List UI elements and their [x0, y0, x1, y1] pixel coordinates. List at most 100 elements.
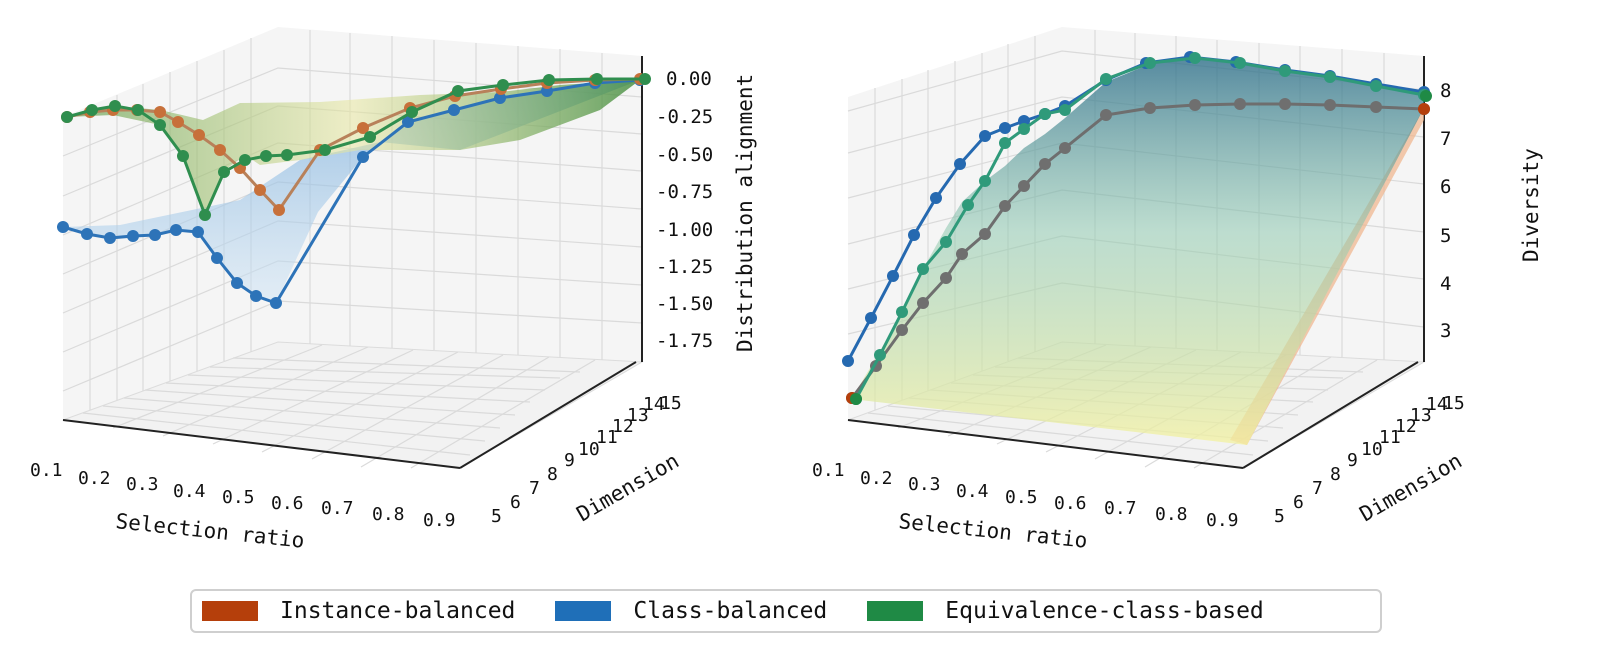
data-point-equiv	[406, 106, 418, 118]
left-z-tick: -1.25	[656, 256, 713, 278]
legend-item-class: Class-balanced	[555, 598, 827, 624]
data-point-equiv	[874, 349, 886, 361]
data-point-class	[104, 232, 116, 244]
legend-label: Instance-balanced	[280, 598, 516, 624]
left-z-tick: -0.75	[656, 181, 713, 203]
right-y-tick: 12	[1395, 416, 1417, 437]
data-point-instance	[940, 272, 952, 284]
left-x-tick: 0.9	[423, 510, 456, 531]
left-y-tick: 10	[578, 439, 600, 460]
legend-swatch-instance	[202, 601, 258, 621]
data-point-class	[494, 92, 506, 104]
data-point-class	[357, 151, 369, 163]
data-point-equiv	[154, 119, 166, 131]
data-point-equiv	[543, 74, 555, 86]
data-point-equiv	[452, 85, 464, 97]
data-point-instance	[273, 204, 285, 216]
left-y-tick: 15	[660, 393, 682, 414]
data-point-equiv	[61, 111, 73, 123]
legend-label: Class-balanced	[633, 598, 828, 624]
left-x-tick: 0.6	[271, 493, 304, 514]
left-y-tick: 8	[547, 464, 558, 485]
legend-label: Equivalence-class-based	[945, 598, 1264, 624]
data-point-class	[149, 229, 161, 241]
data-point-class	[448, 104, 460, 116]
left-x-ticks: 0.1 0.2 0.3 0.4 0.5 0.6 0.7 0.8 0.9	[30, 460, 456, 531]
left-z-tick: -1.50	[656, 293, 713, 315]
data-point-equiv	[109, 100, 121, 112]
data-point-instance	[214, 144, 226, 156]
right-z-tick: 5	[1440, 225, 1451, 247]
right-y-ticks: 5 6 7 8 9 10 11 12 13 14 15	[1274, 393, 1465, 527]
legend-swatch-class	[555, 601, 612, 621]
right-y-tick: 13	[1410, 405, 1432, 426]
left-z-tick: -1.75	[656, 330, 713, 352]
left-y-tick: 13	[627, 405, 649, 426]
data-point-equiv	[1324, 71, 1336, 83]
left-x-axis-label: Selection ratio	[114, 509, 305, 553]
left-x-tick: 0.1	[30, 460, 63, 481]
left-x-tick: 0.4	[173, 481, 206, 502]
left-x-tick: 0.7	[321, 498, 354, 519]
data-point-class	[402, 116, 414, 128]
data-point-equiv	[1018, 123, 1030, 135]
data-point-equiv	[132, 104, 144, 116]
left-axes-lines	[62, 56, 643, 469]
legend-swatch-equiv	[867, 601, 924, 621]
left-y-tick: 12	[612, 416, 634, 437]
data-point-instance	[999, 200, 1011, 212]
left-z-tick: -0.50	[656, 144, 713, 166]
right-x-tick: 0.1	[812, 460, 845, 481]
left-x-tick: 0.8	[372, 504, 405, 525]
data-point-endpoint	[850, 393, 862, 405]
data-point-class	[954, 158, 966, 170]
data-point-endpoint	[1420, 90, 1432, 102]
data-point-equiv	[364, 131, 376, 143]
data-point-equiv	[497, 79, 509, 91]
left-y-axis-label: Dimension	[573, 449, 684, 527]
left-x-tick: 0.2	[78, 468, 111, 489]
data-point-instance	[1059, 142, 1071, 154]
data-point-instance	[979, 228, 991, 240]
data-point-equiv	[218, 166, 230, 178]
data-point-instance	[896, 324, 908, 336]
right-y-tick: 14	[1426, 394, 1448, 415]
data-point-equiv	[239, 154, 251, 166]
left-y-tick: 7	[529, 478, 540, 499]
data-point-instance	[1018, 180, 1030, 192]
right-x-tick: 0.9	[1206, 510, 1239, 531]
right-y-tick: 15	[1443, 393, 1465, 414]
data-point-equiv	[86, 104, 98, 116]
data-point-equiv	[917, 263, 929, 275]
data-point-equiv	[999, 137, 1011, 149]
data-point-class	[270, 297, 282, 309]
data-point-class	[231, 277, 243, 289]
data-point-equiv	[1370, 80, 1382, 92]
data-point-class	[908, 229, 920, 241]
left-series	[57, 73, 651, 309]
right-x-ticks: 0.1 0.2 0.3 0.4 0.5 0.6 0.7 0.8 0.9	[812, 460, 1239, 531]
right-z-axis-label: Diversity	[1519, 148, 1543, 262]
left-y-tick: 6	[510, 492, 521, 513]
data-point-class	[999, 122, 1011, 134]
data-point-instance	[956, 248, 968, 260]
right-y-tick: 10	[1361, 439, 1383, 460]
left-y-tick: 5	[491, 506, 502, 527]
data-point-equiv	[1059, 104, 1071, 116]
data-point-class	[57, 221, 69, 233]
data-point-equiv	[591, 73, 603, 85]
right-z-tick: 8	[1440, 80, 1451, 102]
data-point-class	[127, 230, 139, 242]
data-point-equiv	[281, 149, 293, 161]
left-z-axis-label: Distribution alignment	[733, 74, 757, 352]
data-point-equiv	[177, 150, 189, 162]
legend-item-equiv: Equivalence-class-based	[867, 598, 1264, 624]
right-z-tick: 4	[1440, 273, 1451, 295]
right-x-tick: 0.7	[1104, 498, 1137, 519]
right-x-tick: 0.6	[1054, 493, 1087, 514]
data-point-instance	[1144, 102, 1156, 114]
left-y-tick: 11	[596, 427, 618, 448]
data-point-instance	[1279, 98, 1291, 110]
data-point-equiv	[199, 209, 211, 221]
